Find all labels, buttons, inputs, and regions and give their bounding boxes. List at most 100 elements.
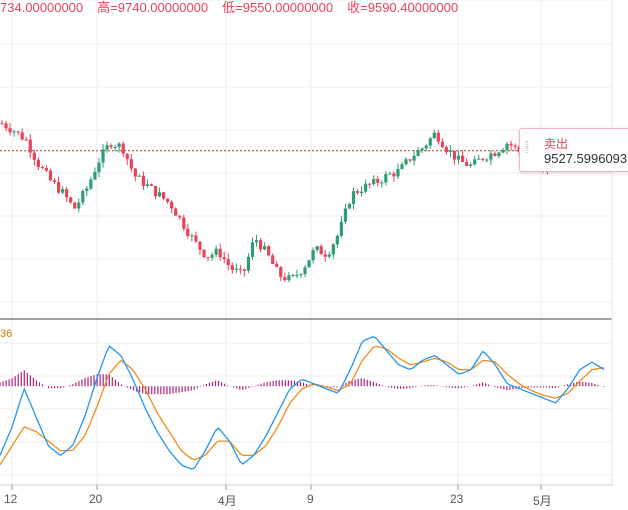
candle xyxy=(299,273,303,278)
candle xyxy=(420,147,424,154)
candle xyxy=(121,141,125,158)
x-tick-label: 9 xyxy=(307,492,314,506)
candle xyxy=(509,140,513,151)
candle xyxy=(166,198,170,205)
candle xyxy=(12,129,16,137)
low-readout: 低=9550.00000000 xyxy=(222,0,334,15)
candle xyxy=(153,185,158,200)
candle xyxy=(101,144,105,168)
candle xyxy=(89,176,93,191)
candle xyxy=(149,183,154,187)
close-value: 9590.40000000 xyxy=(367,0,459,15)
high-value: 9740.00000000 xyxy=(117,0,209,15)
x-tick-label: 23 xyxy=(450,492,464,506)
candle xyxy=(335,234,339,249)
candle xyxy=(145,179,150,188)
candle xyxy=(246,253,251,274)
candle xyxy=(258,237,263,253)
candle xyxy=(440,137,444,148)
candle xyxy=(408,158,412,163)
candle xyxy=(452,150,457,165)
candle xyxy=(456,150,461,165)
candle xyxy=(234,263,238,274)
candle xyxy=(218,243,222,262)
candle xyxy=(291,273,295,278)
dif-line xyxy=(0,335,605,470)
candle xyxy=(56,176,61,195)
candle xyxy=(174,207,178,216)
candle xyxy=(48,168,53,182)
x-tick-label: 12 xyxy=(4,492,18,506)
candle xyxy=(210,252,214,261)
candle xyxy=(109,143,113,150)
candle xyxy=(343,203,348,225)
candle xyxy=(501,147,505,154)
candle xyxy=(432,129,436,139)
candle xyxy=(497,151,501,159)
candle xyxy=(347,202,352,210)
candle xyxy=(489,150,493,166)
indicator-label: 36 xyxy=(0,328,13,340)
candle xyxy=(372,175,376,187)
candle xyxy=(69,196,73,204)
candle xyxy=(436,129,440,145)
candle xyxy=(202,249,206,259)
candle xyxy=(182,214,186,232)
candle xyxy=(254,234,259,247)
open-value: 734.00000000 xyxy=(0,0,84,15)
candle xyxy=(194,231,198,244)
candle xyxy=(323,249,327,262)
candle xyxy=(81,189,85,206)
candle xyxy=(368,182,372,189)
x-tick-label: 4月 xyxy=(218,494,237,508)
candle xyxy=(4,120,8,132)
candle xyxy=(162,191,166,201)
candle xyxy=(416,146,420,157)
candle xyxy=(448,145,453,158)
candle xyxy=(424,144,428,152)
candle xyxy=(117,142,121,153)
candle xyxy=(307,260,311,268)
candle xyxy=(400,161,404,170)
candle xyxy=(396,163,400,180)
candle xyxy=(384,171,388,186)
candle xyxy=(157,187,162,198)
ohlc-readout: 734.00000000 高=9740.00000000 低=9550.000000… xyxy=(0,0,472,16)
candle xyxy=(469,162,473,168)
candle xyxy=(36,157,40,171)
low-value: 9550.00000000 xyxy=(242,0,334,15)
candle xyxy=(331,242,335,259)
candle xyxy=(24,136,28,141)
drag-handle-icon[interactable]: ⁞⁞ ⁞⁞ xyxy=(525,139,529,155)
candle xyxy=(376,175,380,187)
candle xyxy=(505,141,509,155)
candle xyxy=(238,264,242,275)
candle xyxy=(206,256,210,262)
candle xyxy=(359,186,364,197)
candle xyxy=(129,153,133,173)
candle xyxy=(0,120,4,125)
candle xyxy=(392,171,396,182)
candle xyxy=(428,137,432,150)
tooltip-value: 9527.5996093 xyxy=(544,151,628,166)
sell-tooltip[interactable]: ⁞⁞ ⁞⁞ 卖出 9527.5996093 xyxy=(519,128,628,172)
chart-grid xyxy=(0,0,612,485)
candle xyxy=(303,264,307,278)
close-readout: 收=9590.40000000 xyxy=(347,0,459,15)
candle xyxy=(65,186,69,202)
x-tick-label: 5月 xyxy=(533,494,552,508)
candle xyxy=(444,145,449,155)
candle xyxy=(40,165,45,170)
candle xyxy=(311,247,315,264)
candle xyxy=(283,272,287,282)
candle xyxy=(364,179,368,194)
candle xyxy=(105,141,109,153)
candle xyxy=(315,245,319,253)
candlestick-series xyxy=(0,120,606,283)
candle xyxy=(52,178,57,185)
candle xyxy=(327,251,331,259)
candle xyxy=(186,224,190,239)
candle xyxy=(404,157,408,166)
candle xyxy=(190,233,194,242)
